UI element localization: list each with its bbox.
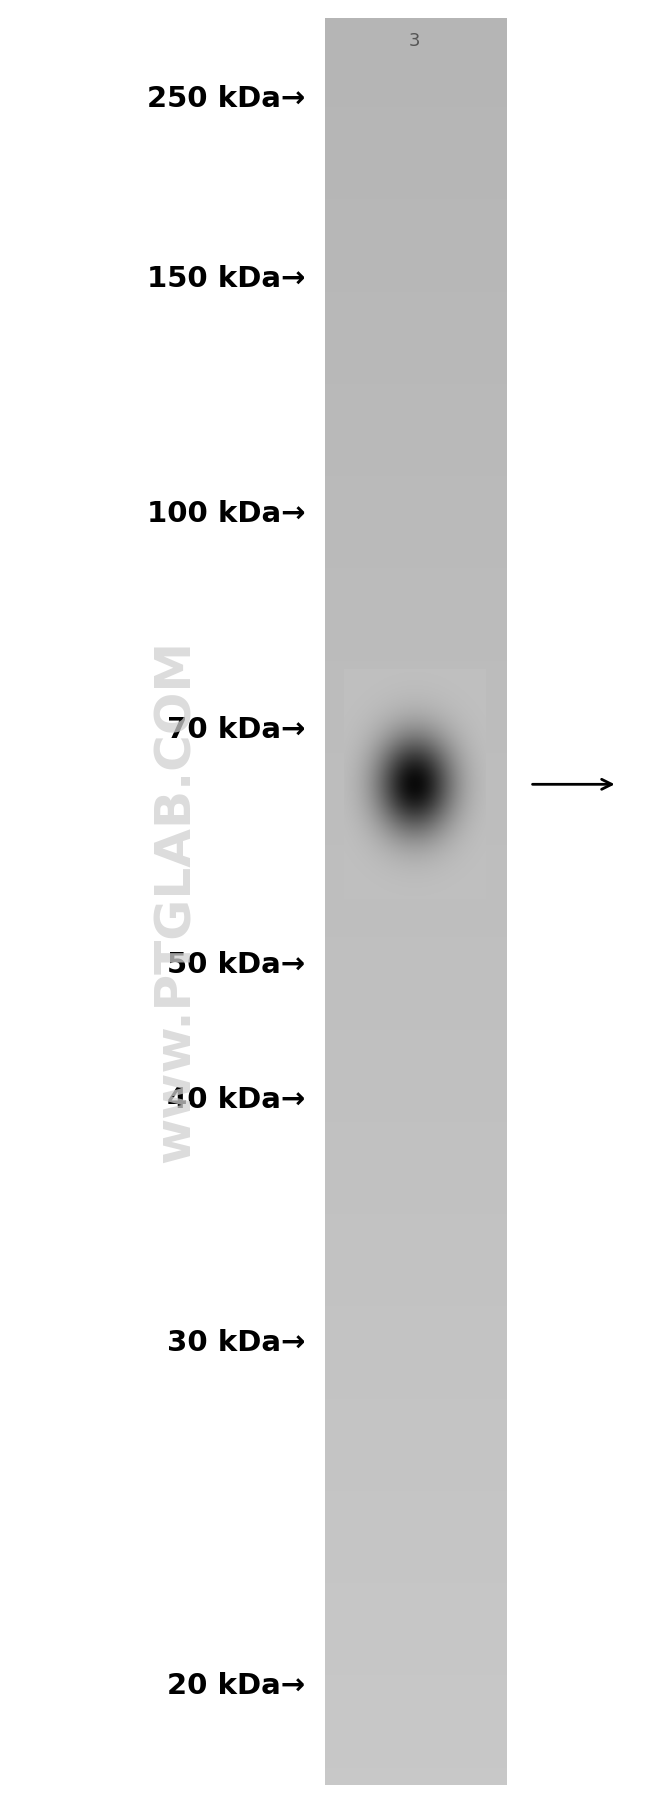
Text: 20 kDa→: 20 kDa→ xyxy=(168,1671,306,1700)
Text: www.PTGLAB.COM: www.PTGLAB.COM xyxy=(151,640,200,1163)
Text: 70 kDa→: 70 kDa→ xyxy=(167,716,306,745)
Text: 50 kDa→: 50 kDa→ xyxy=(168,950,306,979)
Text: 250 kDa→: 250 kDa→ xyxy=(148,85,306,114)
Text: 30 kDa→: 30 kDa→ xyxy=(167,1329,306,1358)
Text: 100 kDa→: 100 kDa→ xyxy=(147,499,306,528)
Text: 150 kDa→: 150 kDa→ xyxy=(147,265,306,294)
Text: 40 kDa→: 40 kDa→ xyxy=(167,1085,306,1114)
Text: 3: 3 xyxy=(409,32,421,50)
